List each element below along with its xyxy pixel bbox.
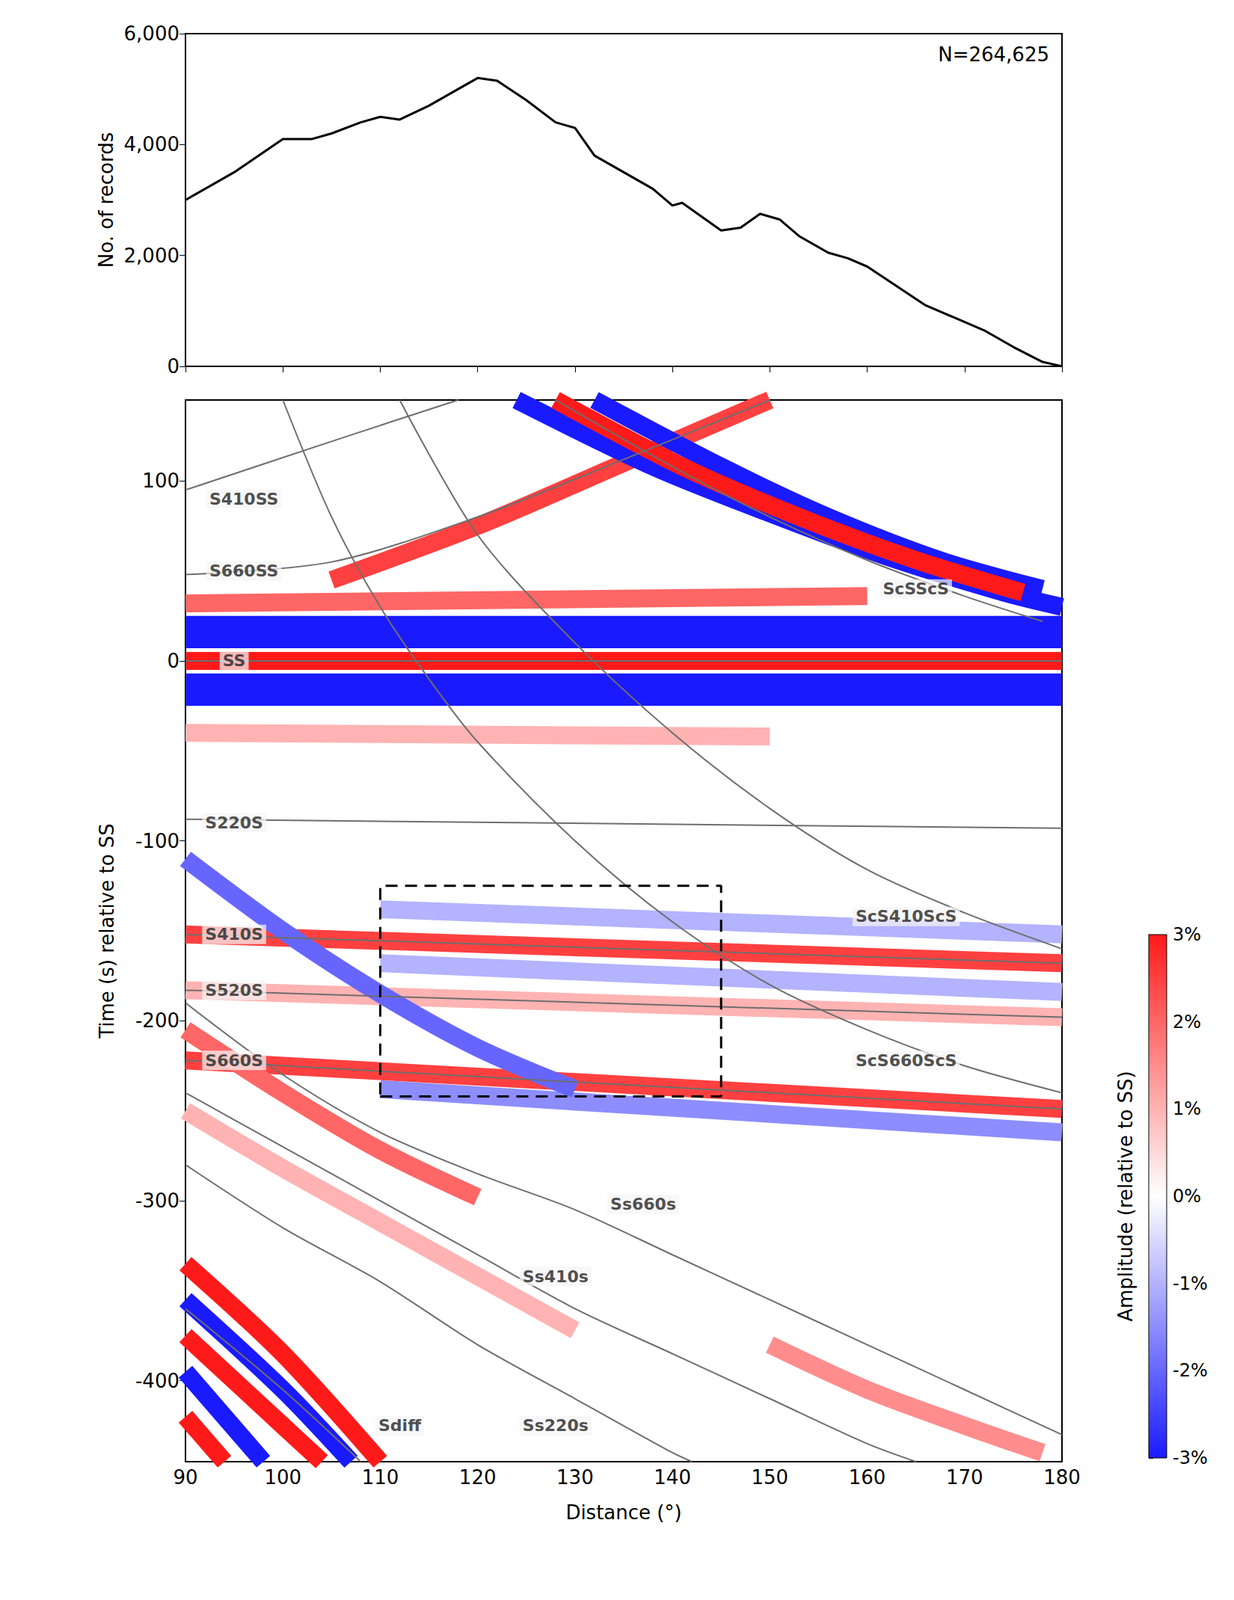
svg-text:150: 150 [751, 1466, 790, 1490]
svg-text:170: 170 [946, 1466, 984, 1490]
svg-text:2%: 2% [1172, 1011, 1202, 1033]
svg-text:160: 160 [848, 1466, 887, 1490]
svg-text:-400: -400 [135, 1370, 180, 1393]
svg-text:S410SS: S410SS [209, 489, 279, 509]
svg-text:100: 100 [142, 469, 180, 493]
svg-text:110: 110 [361, 1466, 400, 1490]
svg-text:ScSScS: ScSScS [882, 579, 949, 599]
svg-text:Ss660s: Ss660s [610, 1195, 677, 1214]
svg-text:-3%: -3% [1172, 1447, 1208, 1469]
svg-text:S220S: S220S [204, 813, 264, 833]
svg-text:6,000: 6,000 [124, 22, 180, 45]
svg-text:0%: 0% [1172, 1186, 1202, 1208]
svg-text:-1%: -1% [1172, 1273, 1208, 1295]
svg-text:S660S: S660S [204, 1051, 264, 1071]
svg-text:120: 120 [459, 1466, 497, 1490]
svg-text:S410S: S410S [204, 925, 264, 944]
svg-text:4,000: 4,000 [124, 133, 180, 156]
svg-text:2,000: 2,000 [124, 244, 180, 267]
svg-text:0: 0 [166, 355, 180, 378]
svg-text:ScS660ScS: ScS660ScS [855, 1051, 957, 1071]
svg-text:90: 90 [172, 1466, 198, 1490]
svg-text:Ss220s: Ss220s [522, 1416, 589, 1436]
svg-text:-2%: -2% [1172, 1360, 1208, 1382]
svg-text:ScS410ScS: ScS410ScS [855, 907, 957, 926]
svg-text:No. of records: No. of records [94, 132, 118, 268]
svg-text:-100: -100 [135, 830, 180, 853]
svg-text:N=264,625: N=264,625 [937, 43, 1050, 66]
svg-text:140: 140 [653, 1466, 692, 1490]
svg-text:0: 0 [166, 649, 180, 673]
svg-text:1%: 1% [1172, 1098, 1202, 1120]
svg-text:Ss410s: Ss410s [522, 1267, 589, 1287]
svg-text:130: 130 [556, 1466, 594, 1490]
svg-text:Distance (°): Distance (°) [565, 1501, 682, 1525]
svg-text:3%: 3% [1172, 924, 1202, 946]
svg-text:Sdiff: Sdiff [378, 1416, 422, 1436]
svg-text:Amplitude (relative to SS): Amplitude (relative to SS) [1114, 1070, 1137, 1323]
svg-text:-200: -200 [135, 1009, 180, 1033]
svg-text:-300: -300 [135, 1189, 180, 1213]
svg-text:180: 180 [1043, 1466, 1081, 1490]
svg-text:100: 100 [264, 1466, 302, 1490]
svg-text:Time (s) relative to SS: Time (s) relative to SS [95, 823, 119, 1040]
svg-text:SS: SS [222, 651, 247, 671]
svg-text:S660SS: S660SS [209, 561, 279, 581]
svg-text:S520S: S520S [204, 981, 264, 1000]
